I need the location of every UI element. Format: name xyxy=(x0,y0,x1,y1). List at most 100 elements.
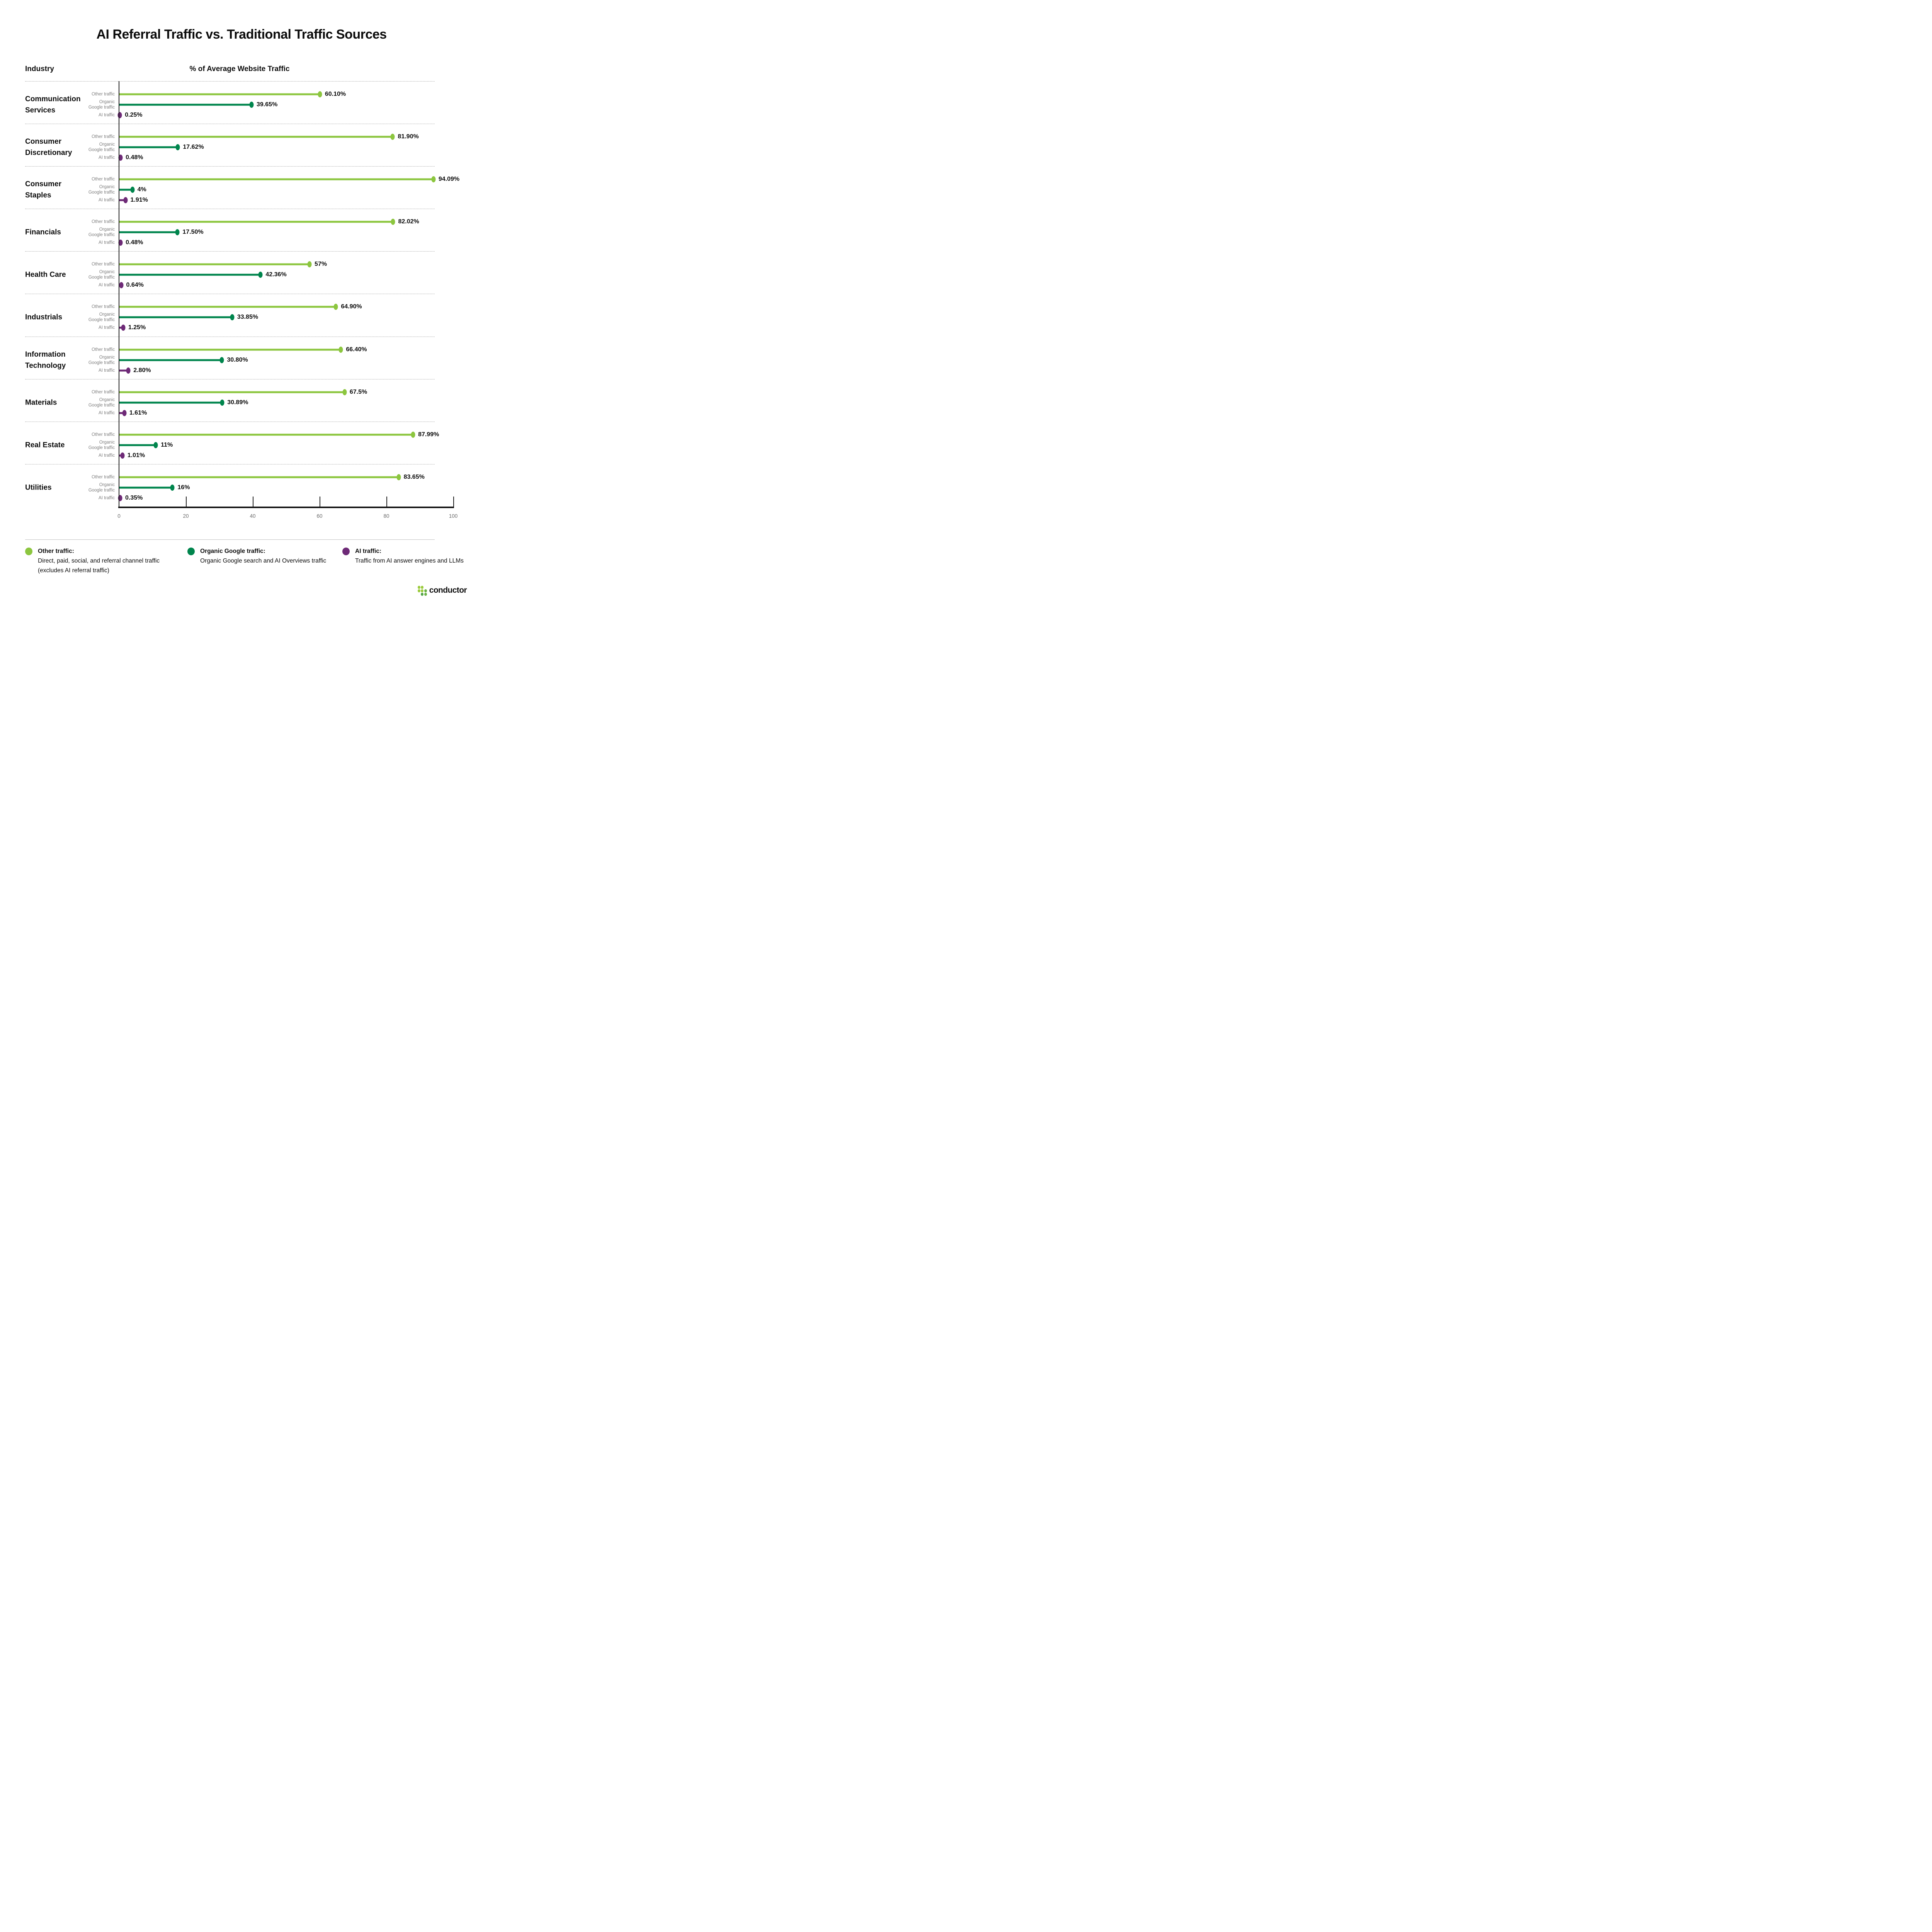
industry-label: Utilities xyxy=(25,483,52,492)
lollipop-dot xyxy=(396,474,401,480)
value-label: 42.36% xyxy=(265,271,287,278)
lollipop-stem xyxy=(119,274,261,276)
row-label: Organic Google traffic xyxy=(88,355,115,365)
row-label: AI traffic xyxy=(99,368,115,373)
lollipop-dot xyxy=(258,272,263,278)
value-label: 30.89% xyxy=(227,399,248,406)
row-label: AI traffic xyxy=(99,113,115,117)
value-label: 2.80% xyxy=(133,367,151,374)
lollipop-stem xyxy=(119,263,310,265)
row-label: Other traffic xyxy=(92,92,115,97)
industry-label: Consumer Discretionary xyxy=(25,138,72,157)
industry-block: Health Care Other traffic 57% Organic Googl… xyxy=(25,251,435,294)
lollipop-stem xyxy=(119,444,156,446)
lollipop-stem xyxy=(119,476,399,478)
lollipop-stem xyxy=(119,316,232,318)
row-label: Other traffic xyxy=(92,432,115,437)
lollipop-stem xyxy=(119,349,341,351)
lollipop-stem xyxy=(119,189,133,191)
lollipop-stem xyxy=(119,391,345,393)
industry-block: Consumer Discretionary Other traffic 81.90… xyxy=(25,124,435,166)
conductor-logo-icon xyxy=(417,586,428,596)
industry-label: Information Technology xyxy=(25,350,66,370)
industry-block: Information Technology Other traffic 66.40… xyxy=(25,336,435,379)
value-label: 16% xyxy=(177,484,190,491)
industry-block: Utilities Other traffic 83.65% Organic Goog… xyxy=(25,464,435,507)
row-label: Organic Google traffic xyxy=(88,482,115,493)
x-tick-label: 0 xyxy=(117,513,121,519)
industry-block: Consumer Staples Other traffic 94.09% Organ… xyxy=(25,166,459,209)
value-label: 82.02% xyxy=(398,218,419,225)
x-tick-label: 100 xyxy=(449,513,458,519)
industry-label: Communication Services xyxy=(25,95,81,114)
lollipop-stem xyxy=(119,178,434,180)
lollipop-stem xyxy=(119,104,252,106)
value-label: 64.90% xyxy=(341,303,362,310)
row-label: Organic Google traffic xyxy=(88,142,115,153)
lollipop-dot xyxy=(338,346,343,353)
legend-item: AI traffic: Traffic from AI answer engine… xyxy=(342,546,464,566)
lollipop-dot xyxy=(118,155,123,161)
value-label: 67.5% xyxy=(349,388,367,395)
lollipop-dot xyxy=(170,484,175,491)
value-label: 60.10% xyxy=(325,91,346,97)
row-label: Organic Google traffic xyxy=(88,270,115,280)
conductor-logo-text: conductor xyxy=(429,586,467,595)
lollipop-dot xyxy=(391,219,395,225)
value-label: 94.09% xyxy=(438,176,460,183)
column-headers: Industry % of Average Website Traffic xyxy=(0,65,483,77)
value-label: 17.62% xyxy=(183,144,204,151)
value-label: 66.40% xyxy=(346,346,367,353)
row-label: AI traffic xyxy=(99,325,115,330)
row-label: Other traffic xyxy=(92,304,115,310)
row-label: Organic Google traffic xyxy=(88,440,115,450)
lollipop-stem xyxy=(119,369,129,372)
row-label: Organic Google traffic xyxy=(88,227,115,238)
x-tick-mark xyxy=(186,497,187,507)
value-label: 4% xyxy=(137,186,146,193)
industry-label: Financials xyxy=(25,228,61,236)
value-label: 1.61% xyxy=(129,409,147,416)
value-label: 83.65% xyxy=(403,473,425,480)
industry-label: Industrials xyxy=(25,313,63,321)
value-label: 33.85% xyxy=(237,314,259,321)
value-label: 57% xyxy=(315,261,327,268)
x-tick-label: 80 xyxy=(383,513,389,519)
lollipop-dot xyxy=(219,357,224,363)
lollipop-dot xyxy=(122,410,127,416)
lollipop-dot xyxy=(318,91,322,97)
legend-item-description: Traffic from AI answer engines and LLMs xyxy=(355,558,464,564)
legend-text: Other traffic: Direct, paid, social, and … xyxy=(38,546,160,575)
legend-text: AI traffic: Traffic from AI answer engine… xyxy=(355,546,464,566)
lollipop-dot xyxy=(220,399,224,406)
lollipop-stem xyxy=(119,412,124,414)
industry-block: Financials Other traffic 82.02% Organic Goo… xyxy=(25,209,435,251)
value-label: 39.65% xyxy=(256,101,278,108)
logo-dot xyxy=(421,593,424,596)
legend-dot-icon xyxy=(187,548,195,555)
value-label: 0.25% xyxy=(125,112,143,118)
value-label: 0.48% xyxy=(126,239,143,246)
row-label: AI traffic xyxy=(99,283,115,288)
lollipop-dot xyxy=(118,240,123,246)
row-label: AI traffic xyxy=(99,453,115,458)
row-label: Other traffic xyxy=(92,262,115,267)
row-label: Organic Google traffic xyxy=(88,397,115,408)
industry-block: Materials Other traffic 67.5% Organic Googl… xyxy=(25,379,435,422)
x-axis xyxy=(118,507,454,508)
lollipop-stem xyxy=(119,221,393,223)
legend-item-description: Direct, paid, social, and referral chann… xyxy=(38,558,160,574)
row-label: Other traffic xyxy=(92,219,115,224)
value-label: 81.90% xyxy=(398,133,419,140)
lollipop-dot xyxy=(175,144,180,151)
legend-item-label: AI traffic: xyxy=(355,548,382,554)
lollipop-dot xyxy=(130,187,135,193)
logo-dot xyxy=(421,586,424,589)
row-label: Other traffic xyxy=(92,347,115,352)
industry-block: Communication Services Other traffic 60.10… xyxy=(25,81,435,124)
lollipop-dot xyxy=(117,112,122,118)
legend-dot-icon xyxy=(342,548,350,555)
industry-label: Health Care xyxy=(25,270,66,279)
lollipop-stem xyxy=(119,231,178,233)
conductor-logo: conductor xyxy=(417,585,467,596)
